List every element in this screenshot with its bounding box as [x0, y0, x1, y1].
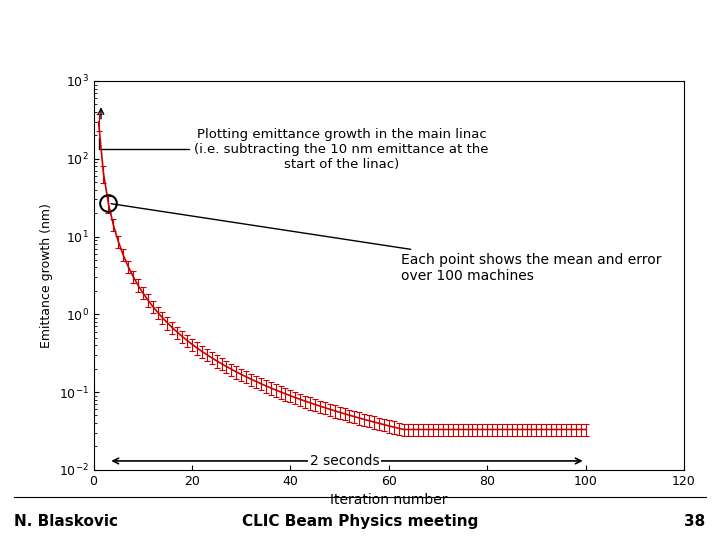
Text: CLIC Beam Physics meeting: CLIC Beam Physics meeting	[242, 514, 478, 529]
Text: N. Blaskovic: N. Blaskovic	[14, 514, 118, 529]
Text: 38: 38	[684, 514, 706, 529]
X-axis label: Iteration number: Iteration number	[330, 493, 448, 507]
Y-axis label: Emittance growth (nm): Emittance growth (nm)	[40, 203, 53, 348]
Text: 2 seconds: 2 seconds	[310, 454, 379, 468]
Text: Each point shows the mean and error
over 100 machines: Each point shows the mean and error over…	[111, 204, 661, 283]
Text: Plotting emittance growth in the main linac
(i.e. subtracting the 10 nm emittanc: Plotting emittance growth in the main li…	[99, 127, 489, 171]
